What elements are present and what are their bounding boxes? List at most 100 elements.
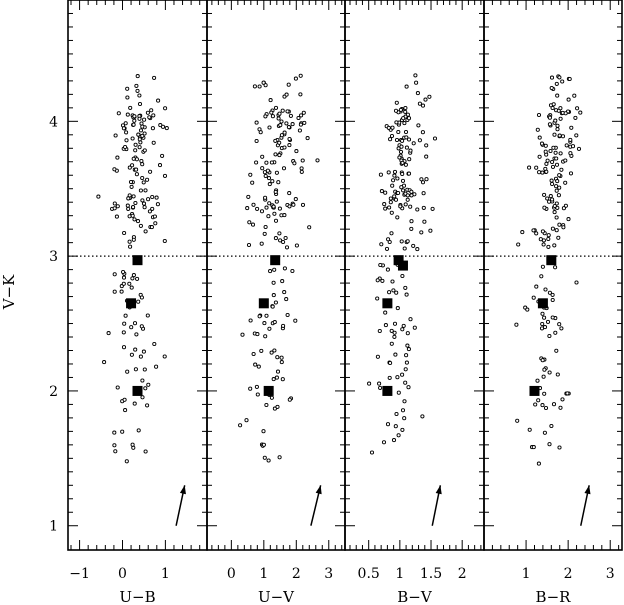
- data-point: [421, 205, 426, 210]
- data-point: [393, 352, 398, 357]
- x-tick-label: 2: [564, 566, 573, 582]
- data-point: [375, 354, 380, 359]
- data-point: [293, 318, 298, 323]
- data-point: [128, 179, 134, 185]
- data-point: [145, 177, 150, 182]
- data-point: [123, 121, 128, 126]
- data-point: [404, 360, 409, 365]
- data-point: [257, 84, 262, 89]
- data-point: [131, 122, 136, 127]
- data-point: [282, 213, 287, 218]
- data-point: [281, 323, 286, 328]
- data-point: [557, 185, 562, 190]
- data-point: [282, 266, 287, 271]
- data-point: [527, 165, 532, 170]
- data-point: [156, 98, 161, 103]
- data-point: [525, 307, 530, 312]
- data-point: [551, 102, 556, 107]
- data-point: [141, 349, 146, 354]
- data-point: [553, 118, 558, 123]
- data-point: [127, 193, 132, 198]
- data-point: [403, 109, 408, 114]
- data-point: [401, 116, 406, 121]
- data-point: [154, 195, 159, 200]
- data-point: [545, 196, 550, 201]
- data-point: [392, 169, 398, 174]
- data-point: [245, 206, 250, 211]
- data-point: [383, 310, 388, 315]
- data-point: [277, 231, 282, 236]
- data-point: [393, 108, 399, 113]
- data-point: [121, 275, 127, 280]
- data-point: [293, 76, 298, 81]
- data-point: [392, 334, 397, 339]
- data-point: [96, 194, 101, 199]
- data-point: [547, 290, 552, 295]
- data-point: [393, 197, 399, 202]
- data-point: [114, 214, 119, 219]
- data-point: [550, 181, 555, 187]
- data-point: [283, 235, 288, 241]
- data-point: [428, 228, 433, 233]
- data-point: [552, 132, 557, 137]
- data-point: [139, 158, 144, 164]
- data-point: [146, 197, 151, 202]
- panel-frame: [483, 0, 623, 551]
- data-point: [134, 332, 139, 337]
- data-point: [269, 160, 274, 165]
- data-point: [269, 110, 274, 115]
- data-point: [415, 247, 420, 252]
- data-point: [516, 242, 521, 247]
- data-point: [403, 367, 408, 372]
- data-point: [124, 138, 129, 143]
- x-tick-label: 1: [395, 566, 404, 582]
- data-point: [267, 182, 272, 187]
- data-point: [147, 115, 152, 120]
- data-point: [145, 110, 150, 115]
- data-point: [163, 106, 168, 111]
- data-point: [112, 443, 117, 448]
- data-point: [261, 442, 266, 447]
- data-point: [547, 199, 552, 204]
- y-tick-label: 1: [49, 519, 58, 535]
- data-point: [392, 194, 397, 199]
- data-point: [287, 136, 292, 142]
- data-point: [537, 170, 542, 175]
- data-point: [260, 154, 265, 159]
- data-point: [132, 118, 137, 123]
- data-point: [115, 204, 120, 209]
- data-point: [412, 325, 417, 330]
- data-point: [162, 238, 167, 244]
- data-point: [379, 242, 384, 247]
- y-tick-label: 3: [49, 249, 58, 265]
- data-point: [396, 390, 401, 395]
- data-point: [132, 217, 137, 222]
- data-point: [128, 244, 133, 249]
- data-point: [134, 172, 139, 177]
- data-point: [135, 88, 140, 93]
- data-point: [405, 343, 410, 348]
- data-point: [279, 360, 284, 365]
- data-point: [150, 206, 155, 211]
- data-point: [248, 318, 253, 323]
- data-point: [560, 134, 566, 139]
- data-point: [409, 226, 414, 231]
- data-point: [401, 188, 406, 193]
- data-point: [130, 163, 135, 168]
- data-point: [149, 108, 154, 113]
- data-point: [533, 402, 538, 407]
- data-point: [143, 386, 148, 391]
- x-tick-label: 0.5: [358, 566, 380, 582]
- data-point: [406, 137, 412, 142]
- data-point: [121, 126, 126, 131]
- data-point: [568, 171, 574, 176]
- data-point: [563, 158, 568, 163]
- highlight-square: [263, 385, 274, 396]
- data-point: [415, 207, 420, 212]
- data-point: [141, 180, 146, 185]
- data-point: [557, 222, 562, 227]
- data-point: [257, 314, 262, 319]
- data-point: [554, 215, 559, 220]
- data-point: [272, 267, 277, 272]
- data-point: [535, 127, 540, 132]
